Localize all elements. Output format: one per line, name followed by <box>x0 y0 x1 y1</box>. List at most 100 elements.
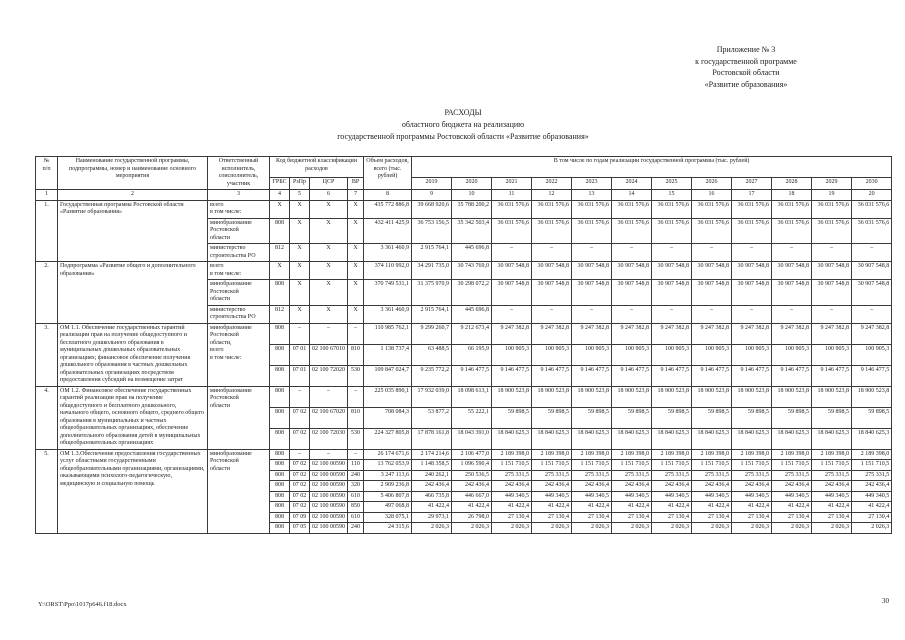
amount-year: 59 898,5 <box>611 406 653 429</box>
amount-year: 242 436,4 <box>531 480 573 492</box>
column-number: 11 <box>491 189 533 201</box>
amount-year: 30 907 548,8 <box>491 279 533 306</box>
code-grbs: 808 <box>269 490 290 503</box>
amount-total: 3 361 460,9 <box>363 304 413 324</box>
amount-year: 449 340,5 <box>731 490 773 503</box>
code-grbs: 808 <box>269 322 290 345</box>
amount-year: 275 331,5 <box>771 469 813 482</box>
amount-year: 41 422,4 <box>691 501 733 513</box>
amount-year: 1 151 710,5 <box>611 459 653 471</box>
amount-year: 100 905,3 <box>811 343 853 366</box>
amount-year: 30 907 548,8 <box>731 261 773 281</box>
amount-year: 39 668 920,6 <box>411 199 453 219</box>
table-row: 808 07 02 02 100 00590 850 497 068,8 41 422,4… <box>36 501 893 513</box>
amount-year: – <box>731 243 773 263</box>
amount-year: 36 031 576,6 <box>611 199 653 219</box>
executor: минобразование Ростовской области <box>207 385 270 450</box>
table-row: 808 07 05 02 100 00590 240 24 315,6 2 026,3 2 … <box>36 522 893 534</box>
column-number: 1 <box>35 189 58 201</box>
amount-year: – <box>651 304 693 324</box>
amount-year: 2 026,3 <box>771 522 813 534</box>
code-grbs: 808 <box>269 343 290 366</box>
amount-year: 100 905,3 <box>491 343 533 366</box>
amount-year: 27 130,4 <box>531 511 573 524</box>
amount-year: 275 331,5 <box>531 469 573 482</box>
amount-year: 2 189 398,0 <box>611 448 653 461</box>
amount-year: 36 031 576,6 <box>691 217 733 245</box>
amount-year: 41 422,4 <box>531 501 573 513</box>
amount-year: 18 840 625,3 <box>611 427 653 450</box>
table-row: 808 07 02 02 100 72030 530 224 327 805,8 17 8… <box>36 427 893 450</box>
header-year: 2030 <box>851 177 893 191</box>
column-number: 16 <box>691 189 733 201</box>
amount-year: 36 031 576,6 <box>811 217 853 245</box>
amount-year: 27 130,4 <box>811 511 853 524</box>
amount-year: 242 436,4 <box>651 480 693 492</box>
amount-year: 34 291 735,0 <box>411 261 453 281</box>
header-subrow: ГРБС РзПр ЦСР ВР 2019 2020 2021 2022 2023 202… <box>36 177 893 191</box>
code-vr: 240 <box>346 469 365 482</box>
appendix-line: Приложение № 3 <box>716 45 776 54</box>
code-csr: X <box>309 199 348 219</box>
amount-year: 27 130,4 <box>771 511 813 524</box>
amount-year: 36 031 576,6 <box>571 199 613 219</box>
amount-year: 27 130,4 <box>691 511 733 524</box>
amount-year: 18 043 391,0 <box>451 427 493 450</box>
column-number: 20 <box>851 189 893 201</box>
amount-year: 1 151 710,5 <box>851 459 893 471</box>
amount-year: – <box>851 243 893 263</box>
amount-year: 449 340,5 <box>611 490 653 503</box>
code-vr: 810 <box>346 406 365 429</box>
code-rzpr: 07 09 <box>289 511 310 524</box>
amount-year: 18 900 523,8 <box>651 385 693 408</box>
amount-year: 9 146 477,5 <box>571 364 613 387</box>
amount-year: 445 696,8 <box>451 304 493 324</box>
amount-year: 35 788 200,2 <box>451 199 493 219</box>
table-row: министерство строительства РО 812 X X X 3 361… <box>36 304 893 324</box>
amount-year: 30 907 548,8 <box>531 261 573 281</box>
amount-year: 9 146 477,5 <box>691 364 733 387</box>
amount-year: 2 026,3 <box>811 522 853 534</box>
header-vr: ВР <box>346 177 365 191</box>
amount-year: 36 031 576,6 <box>771 199 813 219</box>
amount-year: 18 840 625,3 <box>491 427 533 450</box>
code-vr: – <box>346 385 365 408</box>
executor: министерство строительства РО <box>207 243 270 263</box>
code-rzpr: 07 02 <box>289 459 310 471</box>
amount-year: 27 130,4 <box>651 511 693 524</box>
amount-year: 30 907 548,8 <box>571 279 613 306</box>
column-number: 4 <box>269 189 290 201</box>
amount-year: 30 907 548,8 <box>771 261 813 281</box>
amount-year: 30 907 548,8 <box>771 279 813 306</box>
header-csr: ЦСР <box>309 177 348 191</box>
amount-year: 449 340,5 <box>811 490 853 503</box>
amount-year: 18 840 625,3 <box>651 427 693 450</box>
amount-year: 1 148 358,5 <box>411 459 453 471</box>
executor: минобразование Ростовской области, всего… <box>207 322 270 387</box>
title-line: государственной программы Ростовской обл… <box>337 132 589 142</box>
table-row: минобразование Ростовской области 808 X X X 3… <box>36 279 893 306</box>
amount-year: 9 247 382,8 <box>651 322 693 345</box>
amount-year: 242 436,4 <box>491 480 533 492</box>
code-grbs: 808 <box>269 427 290 450</box>
amount-year: 30 907 548,8 <box>811 279 853 306</box>
code-csr: 02 100 00590 <box>309 469 348 482</box>
amount-year: 41 422,4 <box>411 501 453 513</box>
amount-year: 100 905,3 <box>691 343 733 366</box>
header-year: 2022 <box>531 177 573 191</box>
amount-year: 9 247 382,8 <box>851 322 893 345</box>
amount-year: 242 436,4 <box>411 480 453 492</box>
amount-year: 18 900 523,8 <box>691 385 733 408</box>
amount-total: 432 411 425,9 <box>363 217 413 245</box>
amount-year: 18 840 625,3 <box>531 427 573 450</box>
executor: всего в том числе: <box>207 199 270 219</box>
amount-year: 30 907 548,8 <box>731 279 773 306</box>
code-vr: 110 <box>346 459 365 471</box>
amount-year: 242 436,4 <box>571 480 613 492</box>
amount-year: 449 340,5 <box>531 490 573 503</box>
amount-year: 41 422,4 <box>771 501 813 513</box>
amount-year: 59 898,5 <box>531 406 573 429</box>
table-row: минобразование Ростовской области 808 X X X 4… <box>36 217 893 245</box>
amount-year: 27 130,4 <box>611 511 653 524</box>
amount-year: 449 340,5 <box>651 490 693 503</box>
